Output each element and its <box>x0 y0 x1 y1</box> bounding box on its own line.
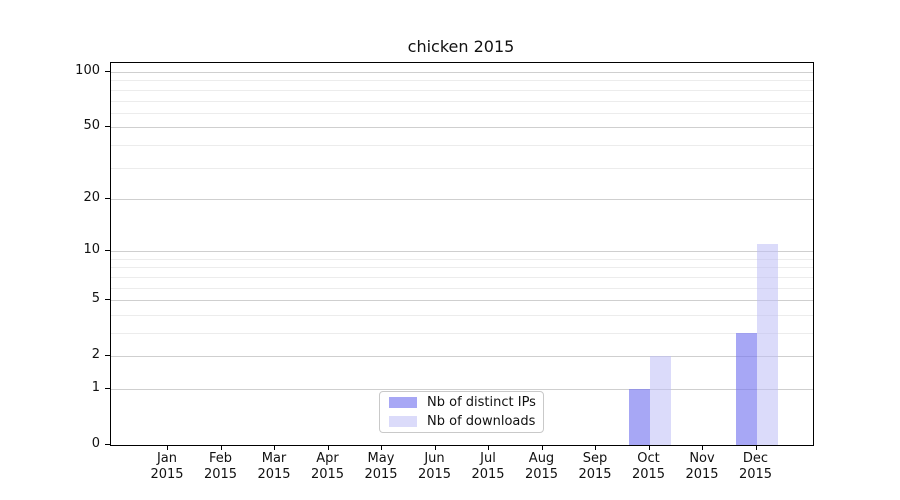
x-tick-label: Aug 2015 <box>524 451 559 482</box>
y-tick-mark <box>105 71 111 72</box>
gridline-minor <box>111 258 813 260</box>
y-tick-label: 1 <box>91 380 100 395</box>
legend-swatch-downloads-icon <box>389 416 417 427</box>
x-tick-label: Mar 2015 <box>257 451 291 482</box>
gridline-minor <box>111 89 813 91</box>
y-tick-mark <box>105 250 111 252</box>
x-tick-mark <box>274 445 275 450</box>
y-tick-mark <box>105 444 111 445</box>
legend-label-distinct-ips: Nb of distinct IPs <box>427 395 536 410</box>
y-tick-mark <box>105 126 111 128</box>
y-tick-mark <box>105 388 111 389</box>
gridline-major <box>111 251 813 253</box>
y-tick-mark <box>105 299 111 301</box>
x-tick-mark <box>595 445 596 450</box>
y-tick-label: 100 <box>75 63 100 78</box>
gridline-major <box>111 356 813 358</box>
legend-label-downloads: Nb of downloads <box>427 414 536 429</box>
gridline-minor <box>111 276 813 278</box>
legend: Nb of distinct IPs Nb of downloads <box>379 391 544 433</box>
y-tick-label: 2 <box>91 347 100 363</box>
x-tick-mark <box>488 445 489 450</box>
y-tick-label: 20 <box>83 189 100 205</box>
gridline-minor <box>111 333 813 334</box>
y-tick-label: 0 <box>91 436 100 451</box>
x-tick-label: Feb 2015 <box>203 451 238 482</box>
gridline-major <box>111 300 813 302</box>
x-tick-mark <box>167 445 168 450</box>
gridline-minor <box>111 112 813 114</box>
gridline-minor <box>111 287 813 289</box>
y-tick-mark <box>105 355 111 357</box>
bar-distinct-ips-oct <box>628 389 650 445</box>
gridline-minor <box>111 100 813 102</box>
bar-distinct-ips-dec <box>735 333 757 445</box>
bar-downloads-oct <box>649 356 671 445</box>
x-tick-mark <box>434 445 436 450</box>
legend-item-distinct-ips: Nb of distinct IPs <box>380 394 543 411</box>
gridline-minor <box>111 314 813 316</box>
x-tick-label: May 2015 <box>364 451 398 482</box>
gridline-minor <box>111 80 813 82</box>
gridline-major <box>111 198 813 200</box>
x-tick-mark <box>648 445 650 450</box>
x-tick-label: Jan 2015 <box>150 451 184 482</box>
x-tick-label: Jul 2015 <box>471 451 505 482</box>
x-tick-label: Jun 2015 <box>417 451 452 482</box>
x-tick-mark <box>702 445 703 450</box>
x-tick-mark <box>220 445 222 450</box>
legend-item-downloads: Nb of downloads <box>380 413 543 430</box>
x-tick-mark <box>381 445 382 450</box>
bar-downloads-dec <box>756 244 778 445</box>
y-tick-mark <box>105 197 111 199</box>
gridline-major <box>111 389 813 390</box>
x-tick-label: Apr 2015 <box>310 451 345 482</box>
x-tick-label: Oct 2015 <box>631 451 666 482</box>
y-tick-label: 5 <box>91 291 100 307</box>
x-tick-mark <box>327 445 329 450</box>
chart-title: chicken 2015 <box>407 37 515 56</box>
x-tick-label: Nov 2015 <box>685 451 719 482</box>
gridline-major <box>111 127 813 129</box>
gridline-minor <box>111 267 813 269</box>
gridline-major <box>111 72 813 73</box>
x-tick-label: Sep 2015 <box>578 451 612 482</box>
gridline-minor <box>111 144 813 146</box>
x-tick-label: Dec 2015 <box>738 451 773 482</box>
gridline-minor <box>111 167 813 169</box>
x-tick-mark <box>755 445 757 450</box>
plot-area <box>110 62 814 446</box>
legend-swatch-distinct-ips-icon <box>389 397 417 408</box>
y-tick-label: 10 <box>83 242 100 258</box>
x-tick-mark <box>541 445 543 450</box>
y-tick-label: 50 <box>83 118 100 134</box>
